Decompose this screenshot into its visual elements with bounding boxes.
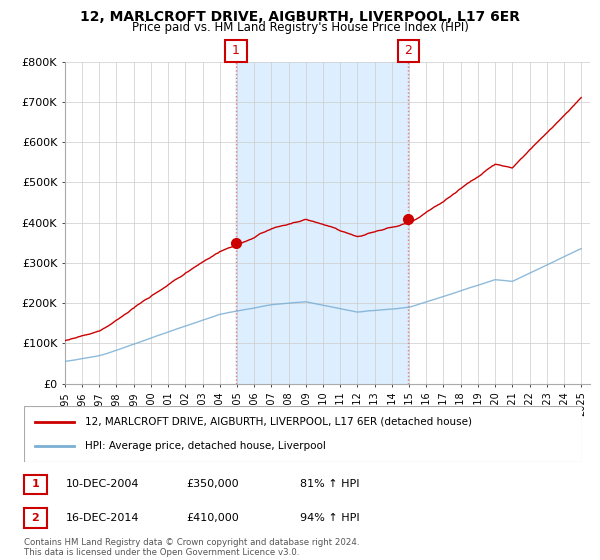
Text: 16-DEC-2014: 16-DEC-2014 <box>66 513 139 523</box>
Text: £410,000: £410,000 <box>186 513 239 523</box>
Text: Price paid vs. HM Land Registry's House Price Index (HPI): Price paid vs. HM Land Registry's House … <box>131 21 469 34</box>
Text: 12, MARLCROFT DRIVE, AIGBURTH, LIVERPOOL, L17 6ER (detached house): 12, MARLCROFT DRIVE, AIGBURTH, LIVERPOOL… <box>85 417 472 427</box>
Text: HPI: Average price, detached house, Liverpool: HPI: Average price, detached house, Live… <box>85 441 326 451</box>
Text: 94% ↑ HPI: 94% ↑ HPI <box>300 513 359 523</box>
Text: 10-DEC-2004: 10-DEC-2004 <box>66 479 139 489</box>
Text: 2: 2 <box>404 44 412 58</box>
FancyBboxPatch shape <box>24 406 582 462</box>
Text: 1: 1 <box>232 44 240 58</box>
Bar <box>236 62 409 384</box>
Text: 2: 2 <box>32 513 39 523</box>
Text: 1: 1 <box>32 479 39 489</box>
Text: £350,000: £350,000 <box>186 479 239 489</box>
Text: 81% ↑ HPI: 81% ↑ HPI <box>300 479 359 489</box>
Text: Contains HM Land Registry data © Crown copyright and database right 2024.
This d: Contains HM Land Registry data © Crown c… <box>24 538 359 557</box>
Text: 12, MARLCROFT DRIVE, AIGBURTH, LIVERPOOL, L17 6ER: 12, MARLCROFT DRIVE, AIGBURTH, LIVERPOOL… <box>80 10 520 24</box>
